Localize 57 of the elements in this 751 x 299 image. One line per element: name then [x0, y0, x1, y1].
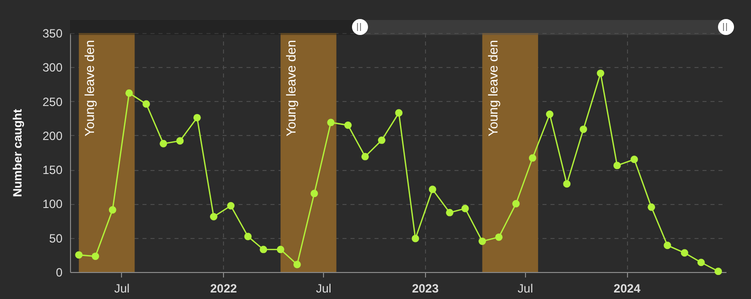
point [344, 121, 352, 129]
x-tick-label: Jul [316, 282, 332, 296]
y-tick-label: 350 [42, 26, 63, 40]
x-tick-label: 2023 [412, 282, 439, 296]
point [193, 114, 201, 122]
point [361, 152, 369, 160]
y-tick-label: 0 [56, 266, 63, 280]
point [227, 202, 235, 210]
x-tick-label: Jul [518, 282, 534, 296]
point [528, 154, 536, 162]
y-tick-label: 200 [42, 128, 63, 143]
point [613, 162, 621, 170]
point [160, 140, 168, 148]
band-label: Young leave den [82, 40, 97, 136]
point [714, 268, 722, 276]
band-label: Young leave den [485, 40, 500, 136]
y-tick-label: 150 [42, 163, 63, 178]
point [461, 204, 469, 212]
point [697, 258, 705, 266]
point [210, 212, 218, 220]
point [293, 260, 301, 268]
point [680, 249, 688, 257]
point [378, 136, 386, 144]
y-tick-label: 300 [42, 60, 63, 75]
y-tick-label: 50 [49, 231, 63, 246]
point [108, 206, 116, 214]
point [546, 110, 554, 118]
point [176, 137, 184, 145]
point [125, 89, 133, 97]
point [92, 252, 100, 260]
point [395, 109, 403, 117]
point [596, 70, 604, 77]
band-label: Young leave den [284, 40, 299, 136]
point [563, 180, 571, 188]
point [664, 242, 672, 250]
point [142, 100, 150, 108]
point [630, 156, 638, 164]
y-axis-title: Number caught [10, 108, 24, 198]
y-tick-label: 250 [42, 94, 63, 109]
x-tick-label: 2024 [614, 282, 641, 296]
x-tick-label: Jul [114, 282, 130, 296]
point [327, 118, 335, 126]
point [412, 234, 420, 242]
point [580, 126, 588, 133]
point [276, 246, 284, 254]
point [495, 233, 503, 241]
point [260, 246, 268, 254]
point [428, 186, 436, 194]
point [310, 190, 318, 198]
point [75, 251, 83, 259]
point [478, 238, 486, 245]
point [648, 203, 656, 211]
point [446, 208, 454, 216]
point [244, 232, 252, 240]
point [512, 200, 520, 208]
y-tick-label: 100 [42, 197, 63, 212]
x-tick-label: 2022 [210, 282, 238, 296]
